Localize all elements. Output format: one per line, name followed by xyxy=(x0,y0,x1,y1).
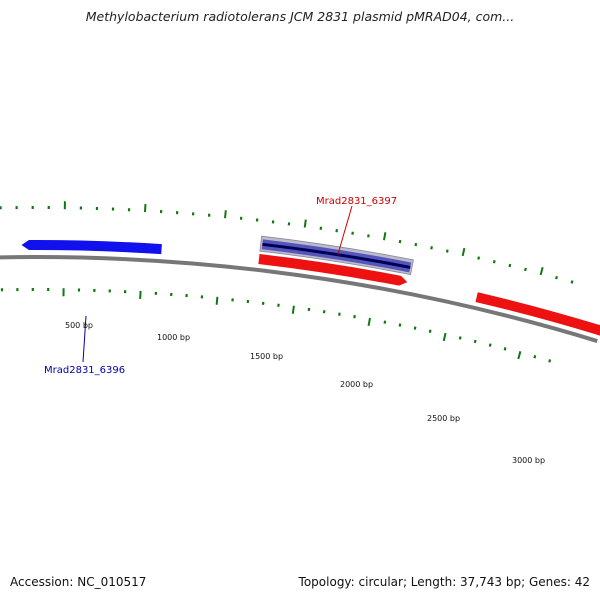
outer-tick-ring xyxy=(0,201,574,284)
major-tick xyxy=(442,332,447,342)
minor-tick xyxy=(503,347,507,351)
tick-label-500: 500 bp xyxy=(65,321,93,330)
gene-label-mrad2831-6396[interactable]: Mrad2831_6396 xyxy=(44,365,125,376)
minor-tick xyxy=(430,246,433,250)
inner-tick-ring xyxy=(0,287,552,363)
tick-label-3000: 3000 bp xyxy=(512,456,545,465)
minor-tick xyxy=(367,234,370,238)
major-tick xyxy=(382,232,387,241)
minor-tick xyxy=(548,359,552,363)
tick-label-2000: 2000 bp xyxy=(340,380,373,389)
leader-line-mrad2831-6396 xyxy=(82,315,87,363)
plasmid-backbone xyxy=(0,255,598,343)
major-tick xyxy=(461,247,466,257)
minor-tick xyxy=(555,275,558,280)
gene-arrow-mrad2831-6396[interactable] xyxy=(21,240,162,255)
minor-tick xyxy=(477,256,481,260)
minor-tick xyxy=(353,315,356,319)
topology-summary: Topology: circular; Length: 37,743 bp; G… xyxy=(298,575,590,589)
minor-tick xyxy=(413,326,417,330)
minor-tick xyxy=(570,280,574,284)
minor-tick xyxy=(492,260,496,264)
major-tick xyxy=(517,351,522,360)
tick-label-2500: 2500 bp xyxy=(427,414,460,423)
minor-tick xyxy=(383,320,387,324)
major-tick xyxy=(367,317,371,326)
major-tick xyxy=(215,296,219,305)
map-title: Methylobacterium radiotolerans JCM 2831 … xyxy=(85,9,515,24)
gene-label-mrad2831-6397[interactable]: Mrad2831_6397 xyxy=(316,196,397,207)
major-tick xyxy=(224,210,227,219)
major-tick xyxy=(291,305,295,314)
minor-tick xyxy=(458,336,462,340)
minor-tick xyxy=(398,323,402,327)
minor-tick xyxy=(488,343,492,347)
gene-arrow-mrad2831-6397[interactable] xyxy=(258,235,414,286)
major-tick xyxy=(303,219,307,228)
tick-label-1500: 1500 bp xyxy=(250,352,283,361)
minor-tick xyxy=(533,355,537,359)
minor-tick xyxy=(524,267,527,272)
minor-tick xyxy=(414,242,418,247)
accession-text: Accession: NC_010517 xyxy=(10,575,147,589)
tick-label-1000: 1000 bp xyxy=(157,333,190,342)
major-tick xyxy=(539,266,544,276)
minor-tick xyxy=(398,239,402,244)
leader-line-mrad2831-6397 xyxy=(337,205,353,255)
minor-tick xyxy=(473,339,477,344)
minor-tick xyxy=(428,329,432,333)
minor-tick xyxy=(445,249,449,253)
gene-arrow-unlabeled[interactable] xyxy=(475,292,600,348)
minor-tick xyxy=(508,263,512,268)
